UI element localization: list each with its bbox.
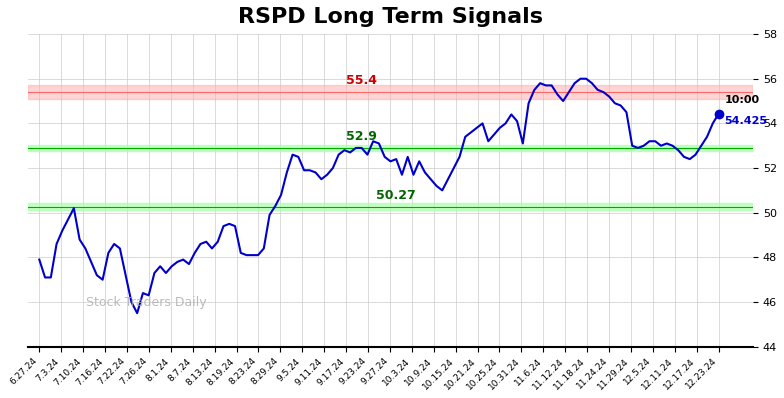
- Bar: [27, 203, 753, 210]
- Title: RSPD Long Term Signals: RSPD Long Term Signals: [238, 7, 543, 27]
- Text: 55.4: 55.4: [347, 74, 377, 87]
- Text: Stock Traders Daily: Stock Traders Daily: [85, 296, 206, 309]
- Text: 54.425: 54.425: [724, 115, 768, 126]
- Text: 52.9: 52.9: [347, 130, 377, 143]
- Bar: [27, 86, 753, 99]
- Text: 50.27: 50.27: [376, 189, 416, 202]
- Text: 10:00: 10:00: [724, 96, 760, 105]
- Bar: [27, 144, 753, 151]
